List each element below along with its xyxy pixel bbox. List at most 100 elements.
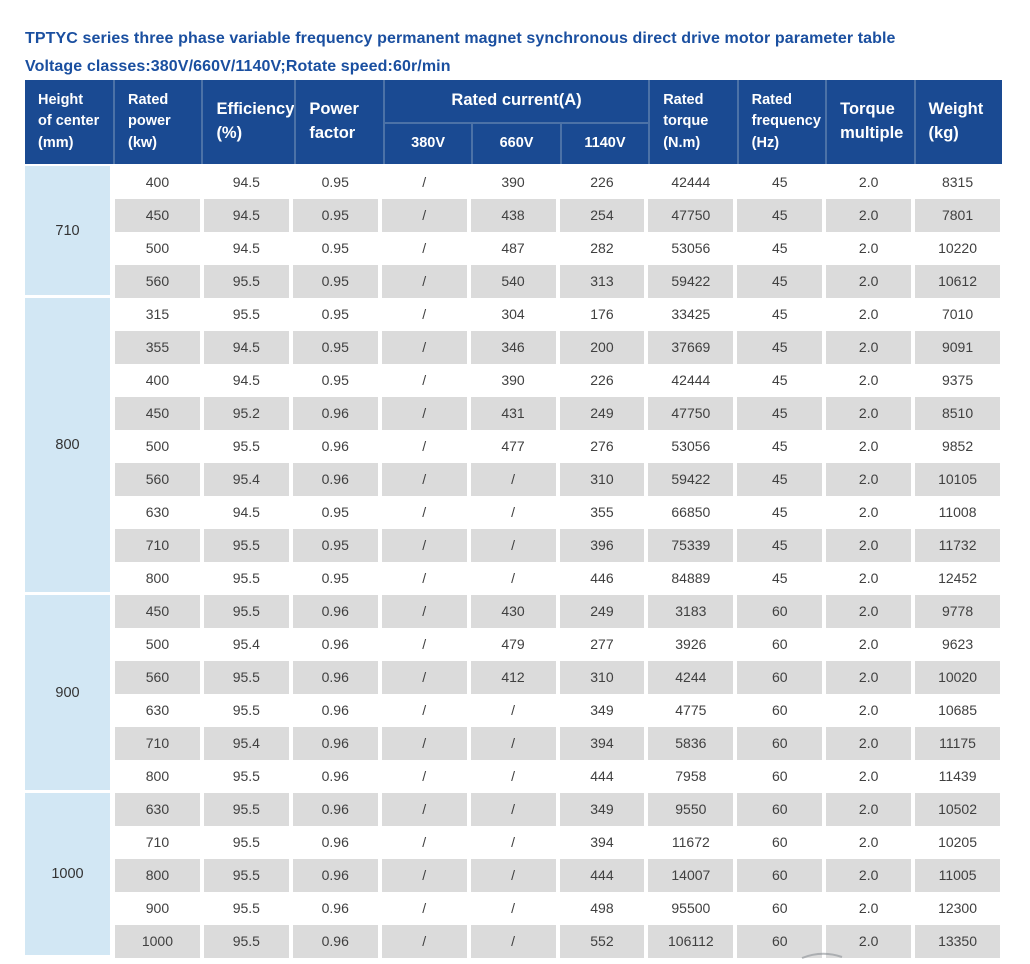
decorative-curve [801, 952, 843, 959]
cell-rated-frequency: 45 [737, 397, 823, 430]
cell-rated-torque: 53056 [671, 438, 711, 454]
cell-rated-frequency: 45 [771, 174, 788, 190]
cell-rated-power: 400 [145, 372, 170, 388]
cell-weight: 7801 [915, 199, 1000, 232]
cell-weight: 10685 [938, 702, 978, 718]
cell-rated-frequency: 45 [737, 265, 823, 298]
cell-current-1140v: 200 [559, 331, 645, 364]
cell-weight: 8510 [915, 397, 1000, 430]
cell-rated-power: 355 [115, 331, 200, 364]
cell-rated-frequency: 60 [737, 661, 823, 694]
cell-weight: 11008 [938, 504, 977, 520]
cell-efficiency: 95.2 [203, 397, 289, 430]
cell-rated-frequency: 60 [737, 793, 823, 826]
cell-power-factor: 0.96 [321, 768, 349, 784]
cell-rated-power: 450 [115, 199, 200, 232]
cell-current-1140v: 349 [559, 793, 645, 826]
cell-current-1140v: 552 [559, 925, 645, 958]
cell-weight: 9852 [941, 438, 974, 454]
cell-rated-frequency: 45 [771, 372, 788, 388]
cell-weight: 9778 [915, 595, 1000, 628]
cell-rated-torque: 42444 [671, 372, 711, 388]
cell-current-1140v: 249 [559, 595, 645, 628]
cell-rated-power: 630 [145, 702, 170, 718]
cell-rated-torque: 95500 [671, 900, 711, 916]
cell-current-660v: 390 [501, 372, 525, 388]
cell-current-380v: / [422, 768, 427, 784]
cell-current-660v: / [470, 793, 556, 826]
cell-weight: 10105 [915, 463, 1000, 496]
cell-current-660v: 304 [501, 306, 525, 322]
cell-efficiency: 95.5 [203, 265, 289, 298]
cell-current-1140v: 310 [559, 661, 645, 694]
cell-efficiency: 95.5 [232, 306, 260, 322]
cell-torque-multiple: 2.0 [858, 702, 879, 718]
cell-current-660v: / [511, 702, 515, 718]
cell-current-660v: / [511, 900, 515, 916]
cell-power-factor: 0.95 [321, 504, 349, 520]
cell-rated-torque: 53056 [671, 240, 711, 256]
cell-rated-power: 500 [145, 240, 170, 256]
cell-current-380v: / [422, 240, 427, 256]
cell-power-factor: 0.96 [321, 438, 349, 454]
cell-weight: 10502 [915, 793, 1000, 826]
cell-torque-multiple: 2.0 [858, 768, 879, 784]
cell-rated-power: 560 [115, 265, 200, 298]
height-group: 800 315 95.5 0.95/304 176 33425 45 2.0 7010 355 94… [25, 298, 1002, 595]
cell-rated-power: 900 [145, 900, 170, 916]
cell-current-1140v: 282 [590, 240, 614, 256]
cell-torque-multiple: 2.0 [858, 174, 879, 190]
cell-current-1140v: 249 [559, 397, 645, 430]
height-of-center-value: 900 [25, 595, 110, 790]
cell-rated-frequency: 60 [737, 727, 823, 760]
cell-weight: 8315 [941, 174, 974, 190]
cell-torque-multiple: 2.0 [826, 793, 912, 826]
cell-current-1140v: 349 [590, 702, 614, 718]
cell-rated-power: 800 [115, 859, 200, 892]
cell-efficiency: 94.5 [203, 331, 289, 364]
cell-current-1140v: 444 [590, 768, 614, 784]
cell-rated-power: 710 [115, 529, 200, 562]
cell-power-factor: 0.96 [321, 702, 349, 718]
cell-rated-frequency: 60 [737, 925, 823, 958]
cell-current-380v: / [422, 702, 427, 718]
cell-current-660v: / [511, 504, 515, 520]
header-current-660v: 660V [471, 122, 560, 164]
cell-current-660v: / [470, 529, 556, 562]
cell-rated-frequency: 45 [771, 504, 788, 520]
cell-rated-torque: 9550 [648, 793, 734, 826]
height-group: 710 400 94.5 0.95/390 226 42444 45 2.0 8315 450 94… [25, 166, 1002, 298]
cell-current-380v: / [381, 859, 467, 892]
table-body: 710 400 94.5 0.95/390 226 42444 45 2.0 8315 450 94… [25, 166, 1002, 958]
cell-efficiency: 94.5 [232, 240, 260, 256]
cell-efficiency: 95.5 [232, 900, 260, 916]
cell-rated-frequency: 45 [737, 463, 823, 496]
header-current-1140v: 1140V [559, 122, 649, 164]
cell-rated-torque: 14007 [648, 859, 734, 892]
cell-torque-multiple: 2.0 [826, 397, 912, 430]
cell-rated-power: 1000 [115, 925, 200, 958]
cell-rated-torque: 33425 [671, 306, 711, 322]
cell-rated-torque: 47750 [648, 397, 734, 430]
cell-current-1140v: 277 [590, 636, 614, 652]
cell-current-660v: / [511, 834, 515, 850]
cell-rated-frequency: 60 [771, 768, 788, 784]
cell-power-factor: 0.95 [292, 331, 378, 364]
cell-weight: 13350 [915, 925, 1000, 958]
cell-weight: 10020 [915, 661, 1000, 694]
cell-power-factor: 0.95 [321, 372, 349, 388]
cell-weight: 12452 [938, 570, 978, 586]
cell-current-380v: / [381, 265, 467, 298]
cell-current-380v: / [422, 306, 427, 322]
cell-current-380v: / [381, 529, 467, 562]
cell-current-380v: / [422, 900, 427, 916]
cell-current-660v: 540 [470, 265, 556, 298]
cell-power-factor: 0.96 [292, 397, 378, 430]
cell-current-380v: / [381, 793, 467, 826]
cell-efficiency: 95.5 [232, 702, 260, 718]
cell-rated-power: 630 [145, 504, 170, 520]
cell-weight: 9375 [941, 372, 974, 388]
cell-power-factor: 0.96 [292, 859, 378, 892]
cell-rated-power: 710 [115, 727, 200, 760]
